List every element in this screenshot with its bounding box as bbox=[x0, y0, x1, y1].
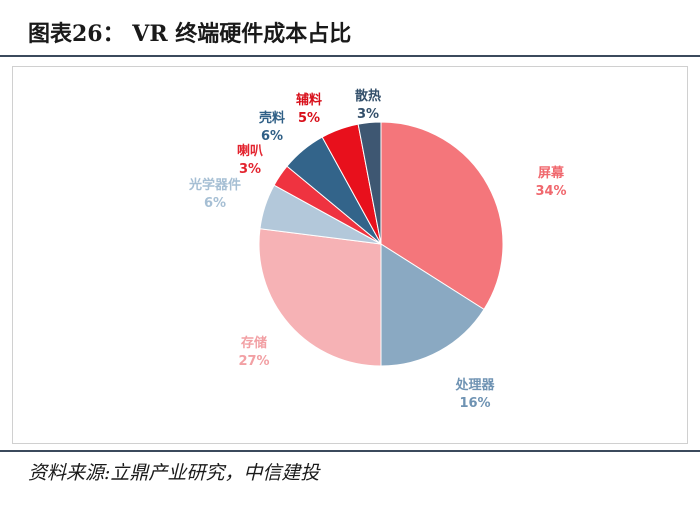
slice-value-label: 5% bbox=[298, 111, 320, 126]
slice-label: 壳料 bbox=[258, 110, 285, 126]
slice-label: 屏幕 bbox=[538, 165, 565, 181]
slice-value-label: 16% bbox=[459, 396, 490, 411]
bottom-divider bbox=[0, 450, 700, 452]
pie-slice-1 bbox=[380, 121, 504, 311]
slice-label: 辅料 bbox=[296, 92, 322, 108]
pie-slice-8 bbox=[357, 121, 382, 245]
chart-area: 屏幕 34% 处理器 16% 存储 27% 光学器件 6% 喇叭 3% 壳料 6% 辅料 5% 散热 3% bbox=[12, 66, 688, 444]
slice-label: 散热 bbox=[355, 88, 381, 104]
slice-value-label: 3% bbox=[357, 107, 379, 122]
slice-label: 光学器件 bbox=[188, 177, 241, 193]
slice-value-label: 6% bbox=[261, 129, 283, 144]
pie-slice-3 bbox=[258, 228, 382, 367]
slice-label: 喇叭 bbox=[237, 143, 263, 159]
pie-slice-2 bbox=[380, 243, 485, 367]
chart-title: 图表26： VR 终端硬件成本占比 bbox=[28, 21, 352, 47]
slice-label: 处理器 bbox=[454, 377, 495, 393]
slice-label: 存储 bbox=[241, 335, 267, 351]
slice-value-label: 6% bbox=[204, 196, 226, 211]
slice-value-label: 34% bbox=[535, 184, 566, 199]
top-divider bbox=[0, 55, 700, 57]
slice-value-label: 27% bbox=[238, 354, 269, 369]
source-note: 资料来源:立鼎产业研究，中信建投 bbox=[28, 462, 320, 484]
slice-value-label: 3% bbox=[239, 162, 261, 177]
